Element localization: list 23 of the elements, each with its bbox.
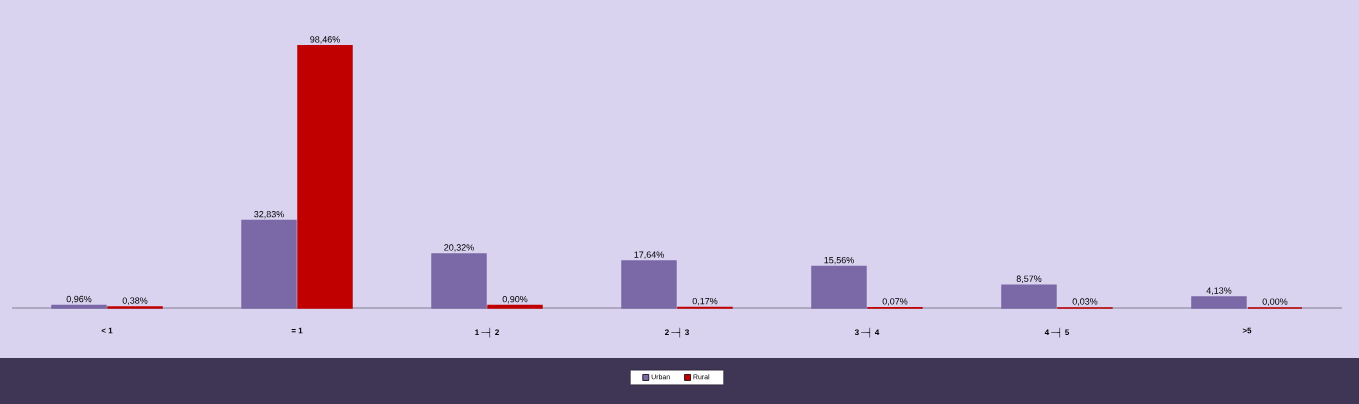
data-label: 98,46% (310, 36, 340, 44)
bar (51, 304, 107, 309)
data-label: 0,96% (66, 295, 92, 304)
data-label: 17,64% (634, 251, 664, 259)
bar (431, 253, 487, 309)
data-label: 8,57% (1016, 275, 1042, 283)
data-label: 15,56% (824, 256, 854, 265)
bar (241, 219, 297, 309)
bar (621, 260, 677, 309)
data-label: 20,32% (444, 244, 474, 252)
data-label: 0,38% (122, 297, 148, 305)
data-label: 0,03% (1072, 298, 1098, 306)
bar (297, 45, 353, 309)
data-label: 4,13% (1206, 287, 1232, 295)
data-label: 0,00% (1262, 298, 1288, 306)
bar (1001, 284, 1057, 309)
data-label: 0,90% (502, 295, 528, 304)
data-label: 0,07% (882, 298, 908, 306)
data-label: 32,83% (254, 210, 284, 219)
bar (811, 265, 867, 309)
bar (1191, 296, 1247, 309)
data-label: 0,17% (692, 297, 718, 306)
bar (487, 304, 543, 309)
